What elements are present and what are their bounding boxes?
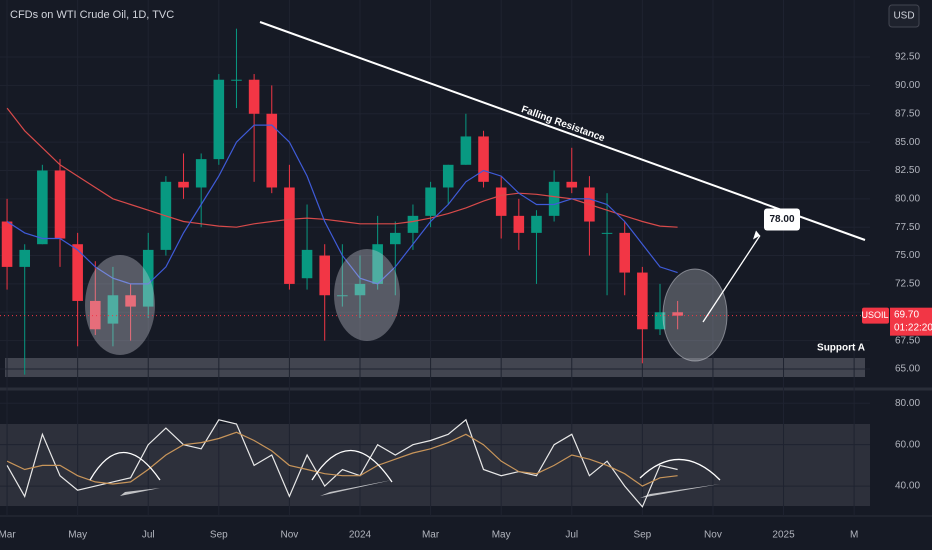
candle-body [107, 295, 119, 324]
y-tick-label: 67.50 [895, 335, 920, 346]
y-tick-label: 60.00 [895, 439, 920, 450]
x-tick-label: 2025 [772, 530, 795, 541]
currency-box [888, 4, 920, 28]
candle-body [478, 136, 489, 182]
rsi-arch [89, 449, 721, 483]
x-tick-label: Jul [565, 530, 578, 541]
candle-body [319, 255, 330, 296]
target-label: 78.00 [769, 214, 794, 225]
candle-body [407, 215, 419, 233]
candle-body [284, 187, 295, 284]
symbol-box [862, 307, 889, 324]
y-tick-label: 82.50 [895, 165, 920, 176]
y-tick-label: 65.00 [895, 364, 920, 375]
marks [0, 0, 870, 516]
x-tick-label: Sep [210, 530, 228, 541]
y-tick-label: 90.00 [895, 80, 920, 91]
x-tick-label: M [850, 530, 858, 541]
x-tick-label: Jul [142, 530, 155, 541]
x-tick-label: Sep [633, 530, 651, 541]
candle-body [19, 249, 30, 267]
line [6, 124, 678, 285]
y-tick-label: 80.00 [895, 193, 920, 204]
candle-body [566, 181, 578, 188]
target-box [764, 208, 800, 231]
candle-body [125, 295, 136, 307]
y-tick-label: 75.00 [895, 250, 920, 261]
candle-body [460, 136, 472, 165]
candle-body [54, 170, 66, 239]
candle-body [248, 79, 260, 114]
support-zone [5, 358, 865, 377]
candle-body [619, 232, 630, 273]
x-tick-label: 2024 [349, 530, 372, 541]
line [6, 431, 678, 487]
x-tick-label: May [68, 530, 87, 541]
candle-body [37, 170, 48, 245]
highlight-circle [85, 255, 155, 355]
candle-body [513, 215, 525, 233]
candle-body [337, 295, 348, 297]
candle-body [548, 181, 560, 216]
rsi-band [0, 424, 870, 506]
arrow-head [753, 230, 760, 240]
x-tick-label: Mar [0, 530, 16, 541]
candle-body [672, 312, 683, 316]
candle-body [601, 232, 613, 234]
candle-body [72, 244, 83, 301]
candle-body [425, 187, 436, 216]
candle-body [195, 159, 207, 188]
candle-body [390, 232, 401, 245]
countdown: 01:22:20 [894, 322, 932, 333]
currency: USD [893, 11, 914, 22]
candle-body [495, 187, 507, 216]
candle-body [654, 312, 666, 330]
x-tick-label: Nov [281, 530, 299, 541]
support-label: Support A [817, 343, 865, 354]
candle-body [90, 300, 101, 330]
x-tick-label: Nov [704, 530, 722, 541]
last-price-box [890, 307, 932, 336]
candle-body [442, 164, 454, 188]
candle-body [637, 272, 648, 330]
line [6, 107, 678, 228]
y-tick-label: 85.00 [895, 137, 920, 148]
candle-body [142, 249, 154, 307]
y-tick-label: 92.50 [895, 52, 920, 63]
candle-body [266, 113, 278, 188]
x-tick-label: May [492, 530, 511, 541]
highlight-circle [662, 268, 728, 362]
x-tick-label: Mar [422, 530, 440, 541]
y-tick-label: 40.00 [895, 481, 920, 492]
candle-body [531, 215, 542, 233]
chart-title: CFDs on WTI Crude Oil, 1D, TVC [10, 9, 174, 21]
y-tick-label: 80.00 [895, 398, 920, 409]
candle-body [372, 244, 383, 284]
y-tick-label: 77.50 [895, 222, 920, 233]
candle-body [213, 79, 225, 160]
line [6, 418, 678, 508]
y-tick-label: 87.50 [895, 108, 920, 119]
candle-body [178, 181, 189, 188]
highlight-circle [334, 249, 400, 341]
symbol: USOIL [861, 310, 888, 320]
target-arrow [702, 235, 761, 323]
y-tick-label: 72.50 [895, 279, 920, 290]
candle-body [231, 79, 242, 81]
candle-body [301, 249, 313, 279]
trendline [259, 21, 866, 241]
last-price: 69.70 [894, 309, 919, 320]
candle-body [1, 221, 13, 267]
candle-body [354, 283, 366, 296]
